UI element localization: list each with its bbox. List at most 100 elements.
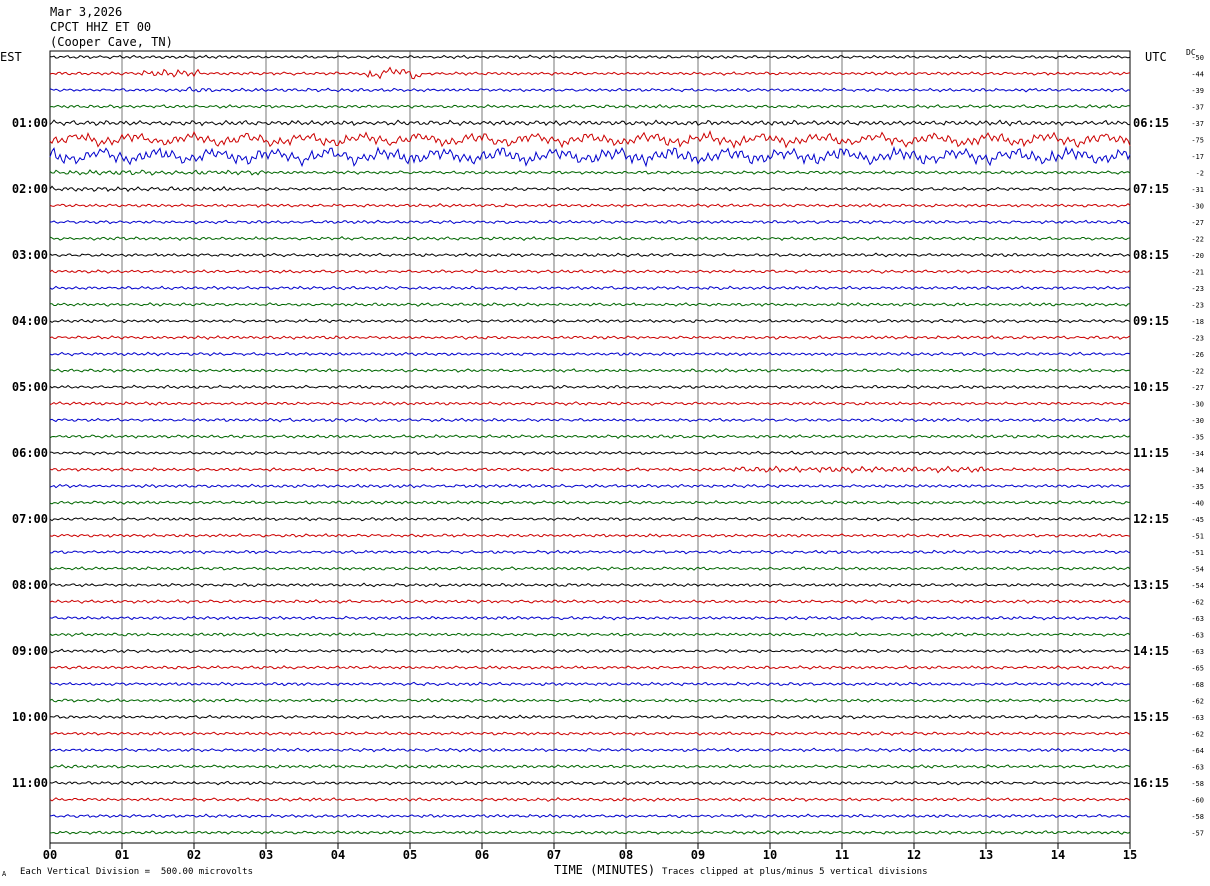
dc-offset-label: -18: [1191, 318, 1204, 326]
x-tick-label: 14: [1051, 848, 1065, 862]
x-tick-label: 11: [835, 848, 849, 862]
dc-offset-label: -27: [1191, 219, 1204, 227]
trace-29: [49, 533, 1131, 538]
dc-offset-label: -23: [1191, 285, 1204, 293]
dc-offset-label: -17: [1191, 153, 1204, 161]
trace-4: [49, 119, 1131, 127]
trace-40: [50, 714, 1131, 720]
trace-23: [49, 434, 1131, 439]
header-date: Mar 3,2026: [50, 5, 123, 19]
dc-offset-label: -45: [1191, 516, 1204, 524]
dc-offset-label: -68: [1191, 681, 1204, 689]
trace-12: [49, 252, 1131, 258]
dc-offset-label: -51: [1191, 549, 1204, 557]
x-tick-label: 04: [331, 848, 345, 862]
dc-offset-label: -30: [1191, 401, 1204, 409]
est-hour-label: 02:00: [12, 182, 48, 196]
corner-mark: A: [2, 870, 7, 878]
trace-6: [49, 145, 1131, 168]
dc-offset-label: -50: [1191, 54, 1204, 62]
dc-offset-label: -39: [1191, 87, 1204, 95]
dc-offset-label: -20: [1191, 252, 1204, 260]
trace-36: [49, 648, 1131, 654]
trace-33: [49, 599, 1131, 604]
dc-offset-label: -54: [1191, 582, 1204, 590]
header-station: CPCT HHZ ET 00: [50, 20, 152, 34]
est-hour-label: 09:00: [12, 644, 48, 658]
utc-hour-label: 12:15: [1133, 512, 1169, 526]
plot-frame: [49, 50, 1131, 844]
clip-note: Traces clipped at plus/minus 5 vertical …: [662, 867, 928, 877]
trace-0: [50, 54, 1131, 60]
trace-1: [49, 66, 1131, 80]
dc-offset-label: -35: [1191, 434, 1204, 442]
dc-offset-label: -62: [1191, 698, 1204, 706]
left-axis-label: EST: [0, 50, 22, 64]
trace-8: [49, 185, 1131, 193]
dc-label: DC: [1186, 48, 1196, 57]
dc-offset-label: -65: [1191, 665, 1204, 673]
utc-hour-label: 10:15: [1133, 380, 1169, 394]
dc-offset-label: -60: [1191, 797, 1204, 805]
dc-offset-label: -63: [1191, 615, 1204, 623]
dc-offset-label: -23: [1191, 335, 1204, 343]
utc-hour-label: 09:15: [1133, 314, 1169, 328]
dc-offset-label: -2: [1196, 170, 1204, 178]
trace-28: [49, 516, 1131, 522]
dc-offset-label: -62: [1191, 599, 1204, 607]
x-tick-label: 10: [763, 848, 777, 862]
trace-18: [49, 351, 1131, 357]
trace-9: [49, 203, 1131, 208]
x-tick-label: 09: [691, 848, 705, 862]
est-hour-label: 08:00: [12, 578, 48, 592]
dc-offset-label: -58: [1191, 780, 1204, 788]
x-tick-label: 01: [115, 848, 129, 862]
trace-25: [49, 465, 1131, 474]
trace-30: [50, 549, 1131, 555]
dc-offset-label: -34: [1191, 450, 1204, 458]
x-tick-label: 02: [187, 848, 201, 862]
trace-26: [49, 483, 1131, 489]
trace-13: [49, 269, 1131, 274]
utc-hour-label: 08:15: [1133, 248, 1169, 262]
trace-34: [49, 615, 1131, 621]
utc-hour-label: 11:15: [1133, 446, 1169, 460]
trace-38: [49, 681, 1131, 687]
x-tick-label: 00: [43, 848, 57, 862]
est-hour-label: 10:00: [12, 710, 48, 724]
dc-offset-label: -58: [1191, 813, 1204, 821]
dc-offset-label: -30: [1191, 417, 1204, 425]
dc-offset-label: -63: [1191, 632, 1204, 640]
dc-offset-label: -22: [1191, 368, 1204, 376]
utc-hour-label: 16:15: [1133, 776, 1169, 790]
x-tick-label: 13: [979, 848, 993, 862]
dc-offset-label: -21: [1191, 269, 1204, 277]
dc-offset-label: -37: [1191, 104, 1204, 112]
trace-3: [49, 104, 1131, 109]
est-hour-label: 11:00: [12, 776, 48, 790]
trace-15: [50, 302, 1131, 307]
dc-offset-label: -23: [1191, 302, 1204, 310]
x-tick-label: 03: [259, 848, 273, 862]
trace-43: [49, 764, 1131, 769]
trace-10: [49, 219, 1131, 225]
dc-offset-label: -63: [1191, 648, 1204, 656]
trace-7: [49, 169, 1131, 176]
header-location: (Cooper Cave, TN): [50, 35, 173, 49]
dc-offset-label: -27: [1191, 384, 1204, 392]
dc-offset-label: -54: [1191, 566, 1204, 574]
trace-22: [49, 417, 1131, 423]
dc-offset-label: -26: [1191, 351, 1204, 359]
x-tick-label: 15: [1123, 848, 1137, 862]
x-tick-label: 05: [403, 848, 417, 862]
dc-offset-label: -63: [1191, 714, 1204, 722]
dc-offset-label: -44: [1191, 71, 1204, 79]
trace-20: [49, 384, 1131, 390]
utc-hour-label: 07:15: [1133, 182, 1169, 196]
trace-19: [49, 368, 1131, 373]
dc-offset-label: -40: [1191, 500, 1204, 508]
trace-45: [49, 797, 1131, 802]
dc-offset-label: -75: [1191, 137, 1204, 145]
trace-46: [49, 813, 1131, 819]
